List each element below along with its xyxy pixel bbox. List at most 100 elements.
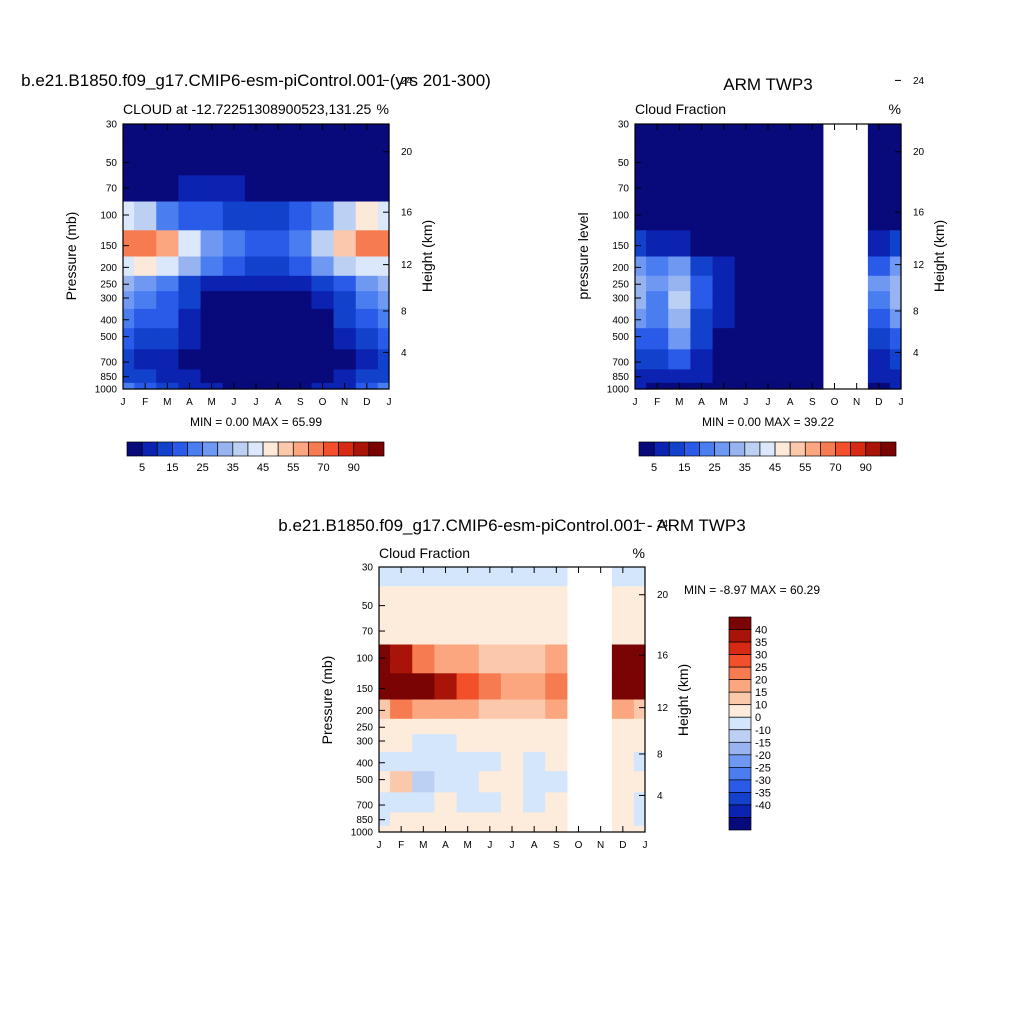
model-cell: [311, 349, 335, 370]
model-cell: [355, 201, 379, 231]
obs-htick-label: 12: [913, 260, 925, 271]
model-cell: [156, 230, 180, 258]
diff-cell: [478, 751, 502, 772]
diff-cell: [523, 586, 546, 619]
diff-cell: [478, 699, 502, 720]
model-cell: [333, 328, 357, 350]
diff-cell: [434, 812, 458, 827]
obs-cell: [801, 275, 825, 292]
diff-cell: [379, 825, 391, 833]
diff-cell: [478, 792, 502, 813]
obs-cell: [712, 143, 736, 176]
obs-cell: [889, 124, 902, 144]
diff-ytick-label: 300: [356, 737, 373, 748]
diff-cell: [633, 825, 646, 833]
model-cell: [267, 349, 290, 370]
model-cell: [267, 291, 290, 310]
obs-cell: [779, 256, 802, 277]
diff-cell: [434, 644, 458, 674]
obs-xtick-label: F: [654, 397, 660, 408]
model-cell: [156, 308, 180, 329]
obs-cell: [712, 275, 736, 292]
model-cell: [377, 124, 390, 144]
colorbar-label: 5: [651, 462, 657, 474]
model-cell: [311, 328, 335, 350]
colorbar-swatch: [728, 792, 752, 806]
diff-stats: MIN = -8.97 MAX = 60.29: [684, 583, 820, 597]
model-cell: [355, 143, 379, 176]
model-cell: [311, 201, 335, 231]
diff-cell: [412, 792, 436, 813]
model-cell: [333, 308, 357, 329]
model-ytick-label: 70: [106, 184, 118, 195]
diff-cell: [633, 673, 646, 701]
colorbar-swatch: [728, 779, 752, 793]
obs-cell: [801, 291, 825, 310]
model-cell: [156, 275, 180, 292]
diff-cell: [633, 734, 646, 753]
obs-ylabel: pressure level: [575, 212, 591, 299]
model-cell: [134, 328, 157, 350]
colorbar-swatch: [820, 441, 836, 457]
obs-cell: [635, 308, 647, 329]
colorbar-swatch: [323, 441, 339, 457]
obs-cell: [635, 201, 647, 231]
obs-cell: [646, 230, 669, 258]
obs-cell: [779, 201, 802, 231]
diff-cell: [545, 812, 569, 827]
model-cell: [377, 201, 390, 231]
colorbar-label: 15: [678, 462, 690, 474]
model-cell: [123, 143, 135, 176]
colorbar-swatch: [728, 817, 752, 831]
colorbar-label: -20: [755, 750, 771, 762]
model-cell: [134, 291, 157, 310]
colorbar-swatch: [728, 741, 752, 756]
model-title: b.e21.B1850.f09_g17.CMIP6-esm-piControl.…: [21, 71, 491, 90]
diff-cell: [379, 751, 391, 772]
model-heatmap: J F M A M J J A S O N D J 30 50 70 100 150 200 250 300 400 500…: [95, 76, 413, 408]
obs-xtick-label: J: [743, 397, 748, 408]
model-cell: [200, 124, 224, 144]
diff-cells: [379, 567, 646, 833]
colorbar-label: -35: [755, 787, 771, 799]
model-cell: [244, 175, 268, 203]
diff-htick-label: 16: [657, 651, 669, 662]
diff-cell: [478, 618, 502, 646]
obs-cell: [867, 369, 891, 384]
model-cell: [222, 308, 246, 329]
diff-xtick-label: F: [398, 840, 404, 851]
obs-missing-region: [823, 124, 868, 389]
diff-cell: [379, 771, 391, 793]
model-cell: [178, 328, 202, 350]
obs-cell: [867, 201, 891, 231]
model-cell: [289, 291, 313, 310]
model-colorbar: 5 15 25 35 45 55 70 90: [126, 441, 385, 474]
colorbar-label: 70: [317, 462, 329, 474]
diff-cell: [434, 586, 458, 619]
model-cell: [123, 382, 135, 390]
colorbar-swatch: [759, 441, 776, 457]
diff-ytick-label: 200: [356, 706, 373, 717]
model-ytick-label: 150: [100, 241, 117, 252]
diff-ytick-label: 150: [356, 684, 373, 695]
diff-xtick-label: O: [575, 840, 583, 851]
diff-cell: [545, 618, 569, 646]
diff-cell: [523, 644, 546, 674]
diff-xtick-label: A: [442, 840, 449, 851]
model-cell: [311, 369, 335, 384]
diff-cell: [390, 644, 413, 674]
model-cell: [311, 308, 335, 329]
obs-ytick-label: 850: [612, 372, 629, 383]
diff-cell: [478, 718, 502, 735]
diff-cell: [412, 618, 436, 646]
obs-cell: [635, 143, 647, 176]
diff-cell: [500, 792, 524, 813]
model-xtick-label: A: [186, 397, 193, 408]
colorbar-label: 25: [196, 462, 208, 474]
colorbar-label: 90: [860, 462, 872, 474]
model-cell: [156, 291, 180, 310]
obs-cell: [889, 230, 902, 258]
diff-cell: [545, 673, 569, 701]
obs-xtick-label: M: [675, 397, 683, 408]
obs-cell: [690, 291, 714, 310]
